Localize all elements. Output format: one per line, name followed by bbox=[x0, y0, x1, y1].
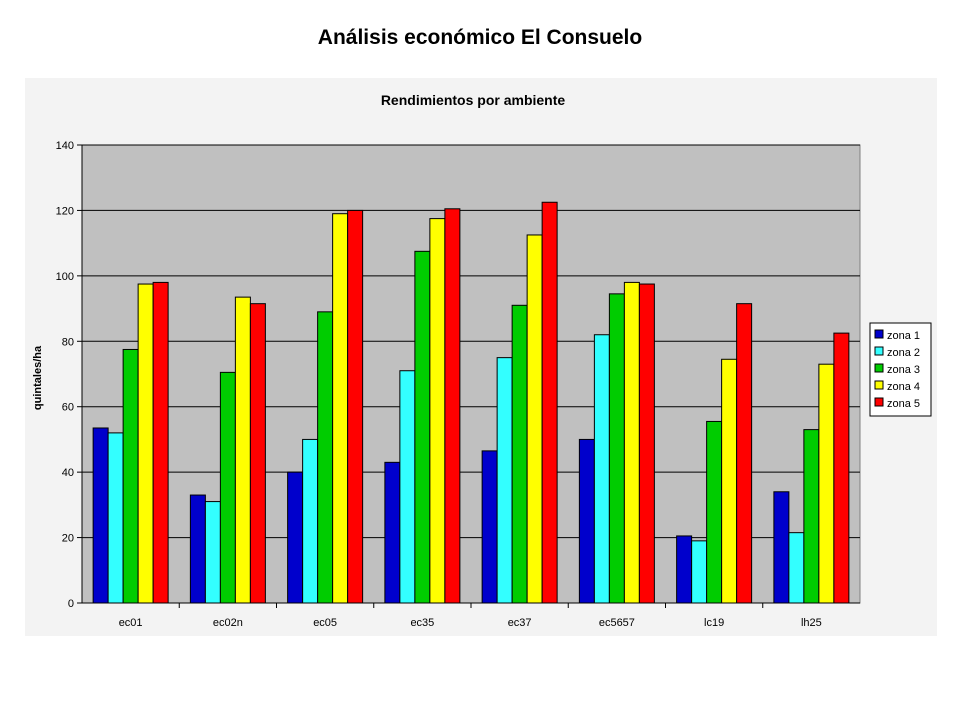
bar-ec35-zona-3 bbox=[414, 250, 431, 604]
y-tick-label: 20 bbox=[62, 533, 74, 545]
bar-ec01-zona-4 bbox=[137, 283, 154, 604]
y-tick-label: 60 bbox=[62, 402, 74, 414]
bar-ec5657-zona-2 bbox=[593, 334, 610, 604]
legend-label: zona 3 bbox=[887, 364, 920, 376]
bar-lc19-zona-4 bbox=[721, 358, 738, 604]
bar-ec02n-zona-4 bbox=[234, 296, 251, 604]
y-tick-label: 140 bbox=[56, 140, 74, 152]
bar-lc19-zona-1 bbox=[676, 535, 693, 604]
bar-ec5657-zona-4 bbox=[623, 281, 640, 604]
y-tick-label: 100 bbox=[56, 271, 74, 283]
bar-ec01-zona-5 bbox=[152, 281, 169, 604]
y-tick-label: 0 bbox=[68, 598, 74, 610]
bar-ec05-zona-2 bbox=[302, 438, 319, 604]
bar-ec35-zona-5 bbox=[444, 208, 461, 604]
x-tick-label: ec05 bbox=[313, 617, 337, 629]
x-tick-label: ec37 bbox=[508, 617, 532, 629]
legend-swatch bbox=[874, 380, 884, 390]
bar-ec05-zona-4 bbox=[332, 213, 349, 604]
bar-ec37-zona-4 bbox=[526, 234, 543, 604]
chart-title: Rendimientos por ambiente bbox=[381, 92, 566, 108]
bar-ec5657-zona-5 bbox=[638, 283, 655, 604]
bar-ec01-zona-3 bbox=[122, 348, 139, 604]
legend-label: zona 4 bbox=[887, 381, 920, 393]
bar-ec37-zona-5 bbox=[541, 201, 558, 604]
x-tick-label: lh25 bbox=[801, 617, 822, 629]
bar-lc19-zona-2 bbox=[691, 540, 708, 604]
y-tick-label: 120 bbox=[56, 205, 74, 217]
x-tick-label: ec35 bbox=[410, 617, 434, 629]
bar-ec05-zona-3 bbox=[317, 311, 334, 604]
bar-ec02n-zona-1 bbox=[189, 494, 206, 604]
legend-label: zona 5 bbox=[887, 398, 920, 410]
bar-ec35-zona-1 bbox=[384, 461, 401, 604]
bar-lh25-zona-1 bbox=[773, 491, 790, 604]
legend-swatch bbox=[874, 346, 884, 356]
x-tick-label: ec01 bbox=[119, 617, 143, 629]
y-tick-label: 40 bbox=[62, 467, 74, 479]
y-tick-label: 80 bbox=[62, 336, 74, 348]
legend-swatch bbox=[874, 397, 884, 407]
bar-lc19-zona-3 bbox=[706, 420, 723, 604]
bar-ec02n-zona-5 bbox=[249, 303, 266, 604]
bar-ec05-zona-1 bbox=[287, 471, 304, 604]
legend: zona 1 zona 2 zona 3 zona 4 zona 5 bbox=[869, 322, 932, 417]
legend-label: zona 1 bbox=[887, 330, 920, 342]
bar-ec37-zona-3 bbox=[511, 304, 528, 604]
bar-ec01-zona-2 bbox=[107, 432, 124, 604]
y-axis-label: quintales/ha bbox=[32, 345, 44, 410]
bar-lh25-zona-2 bbox=[788, 532, 805, 604]
legend-swatch bbox=[874, 363, 884, 373]
bar-ec02n-zona-3 bbox=[219, 371, 236, 604]
bar-lh25-zona-3 bbox=[803, 429, 820, 604]
slide-title: Análisis económico El Consuelo bbox=[317, 26, 643, 49]
chart-area: Rendimientos por ambiente quintales/ha 0… bbox=[25, 78, 937, 636]
legend-label: zona 2 bbox=[887, 347, 920, 359]
bar-ec37-zona-2 bbox=[496, 357, 513, 604]
bar-lh25-zona-5 bbox=[833, 332, 850, 604]
legend-swatch bbox=[874, 329, 884, 339]
bar-ec35-zona-2 bbox=[399, 370, 416, 604]
x-tick-label: ec5657 bbox=[599, 617, 635, 629]
bar-ec35-zona-4 bbox=[429, 218, 446, 604]
bar-ec01-zona-1 bbox=[92, 427, 109, 604]
bar-ec05-zona-5 bbox=[347, 209, 364, 604]
bar-lh25-zona-4 bbox=[818, 363, 835, 604]
x-tick-label: ec02n bbox=[213, 617, 243, 629]
bar-ec5657-zona-3 bbox=[608, 293, 625, 604]
bar-ec02n-zona-2 bbox=[204, 501, 221, 604]
bar-ec37-zona-1 bbox=[481, 450, 498, 604]
bar-lc19-zona-5 bbox=[736, 303, 753, 604]
bar-chart: Rendimientos por ambiente quintales/ha 0… bbox=[32, 92, 932, 629]
x-tick-label: lc19 bbox=[704, 617, 724, 629]
bar-ec5657-zona-1 bbox=[578, 438, 595, 604]
